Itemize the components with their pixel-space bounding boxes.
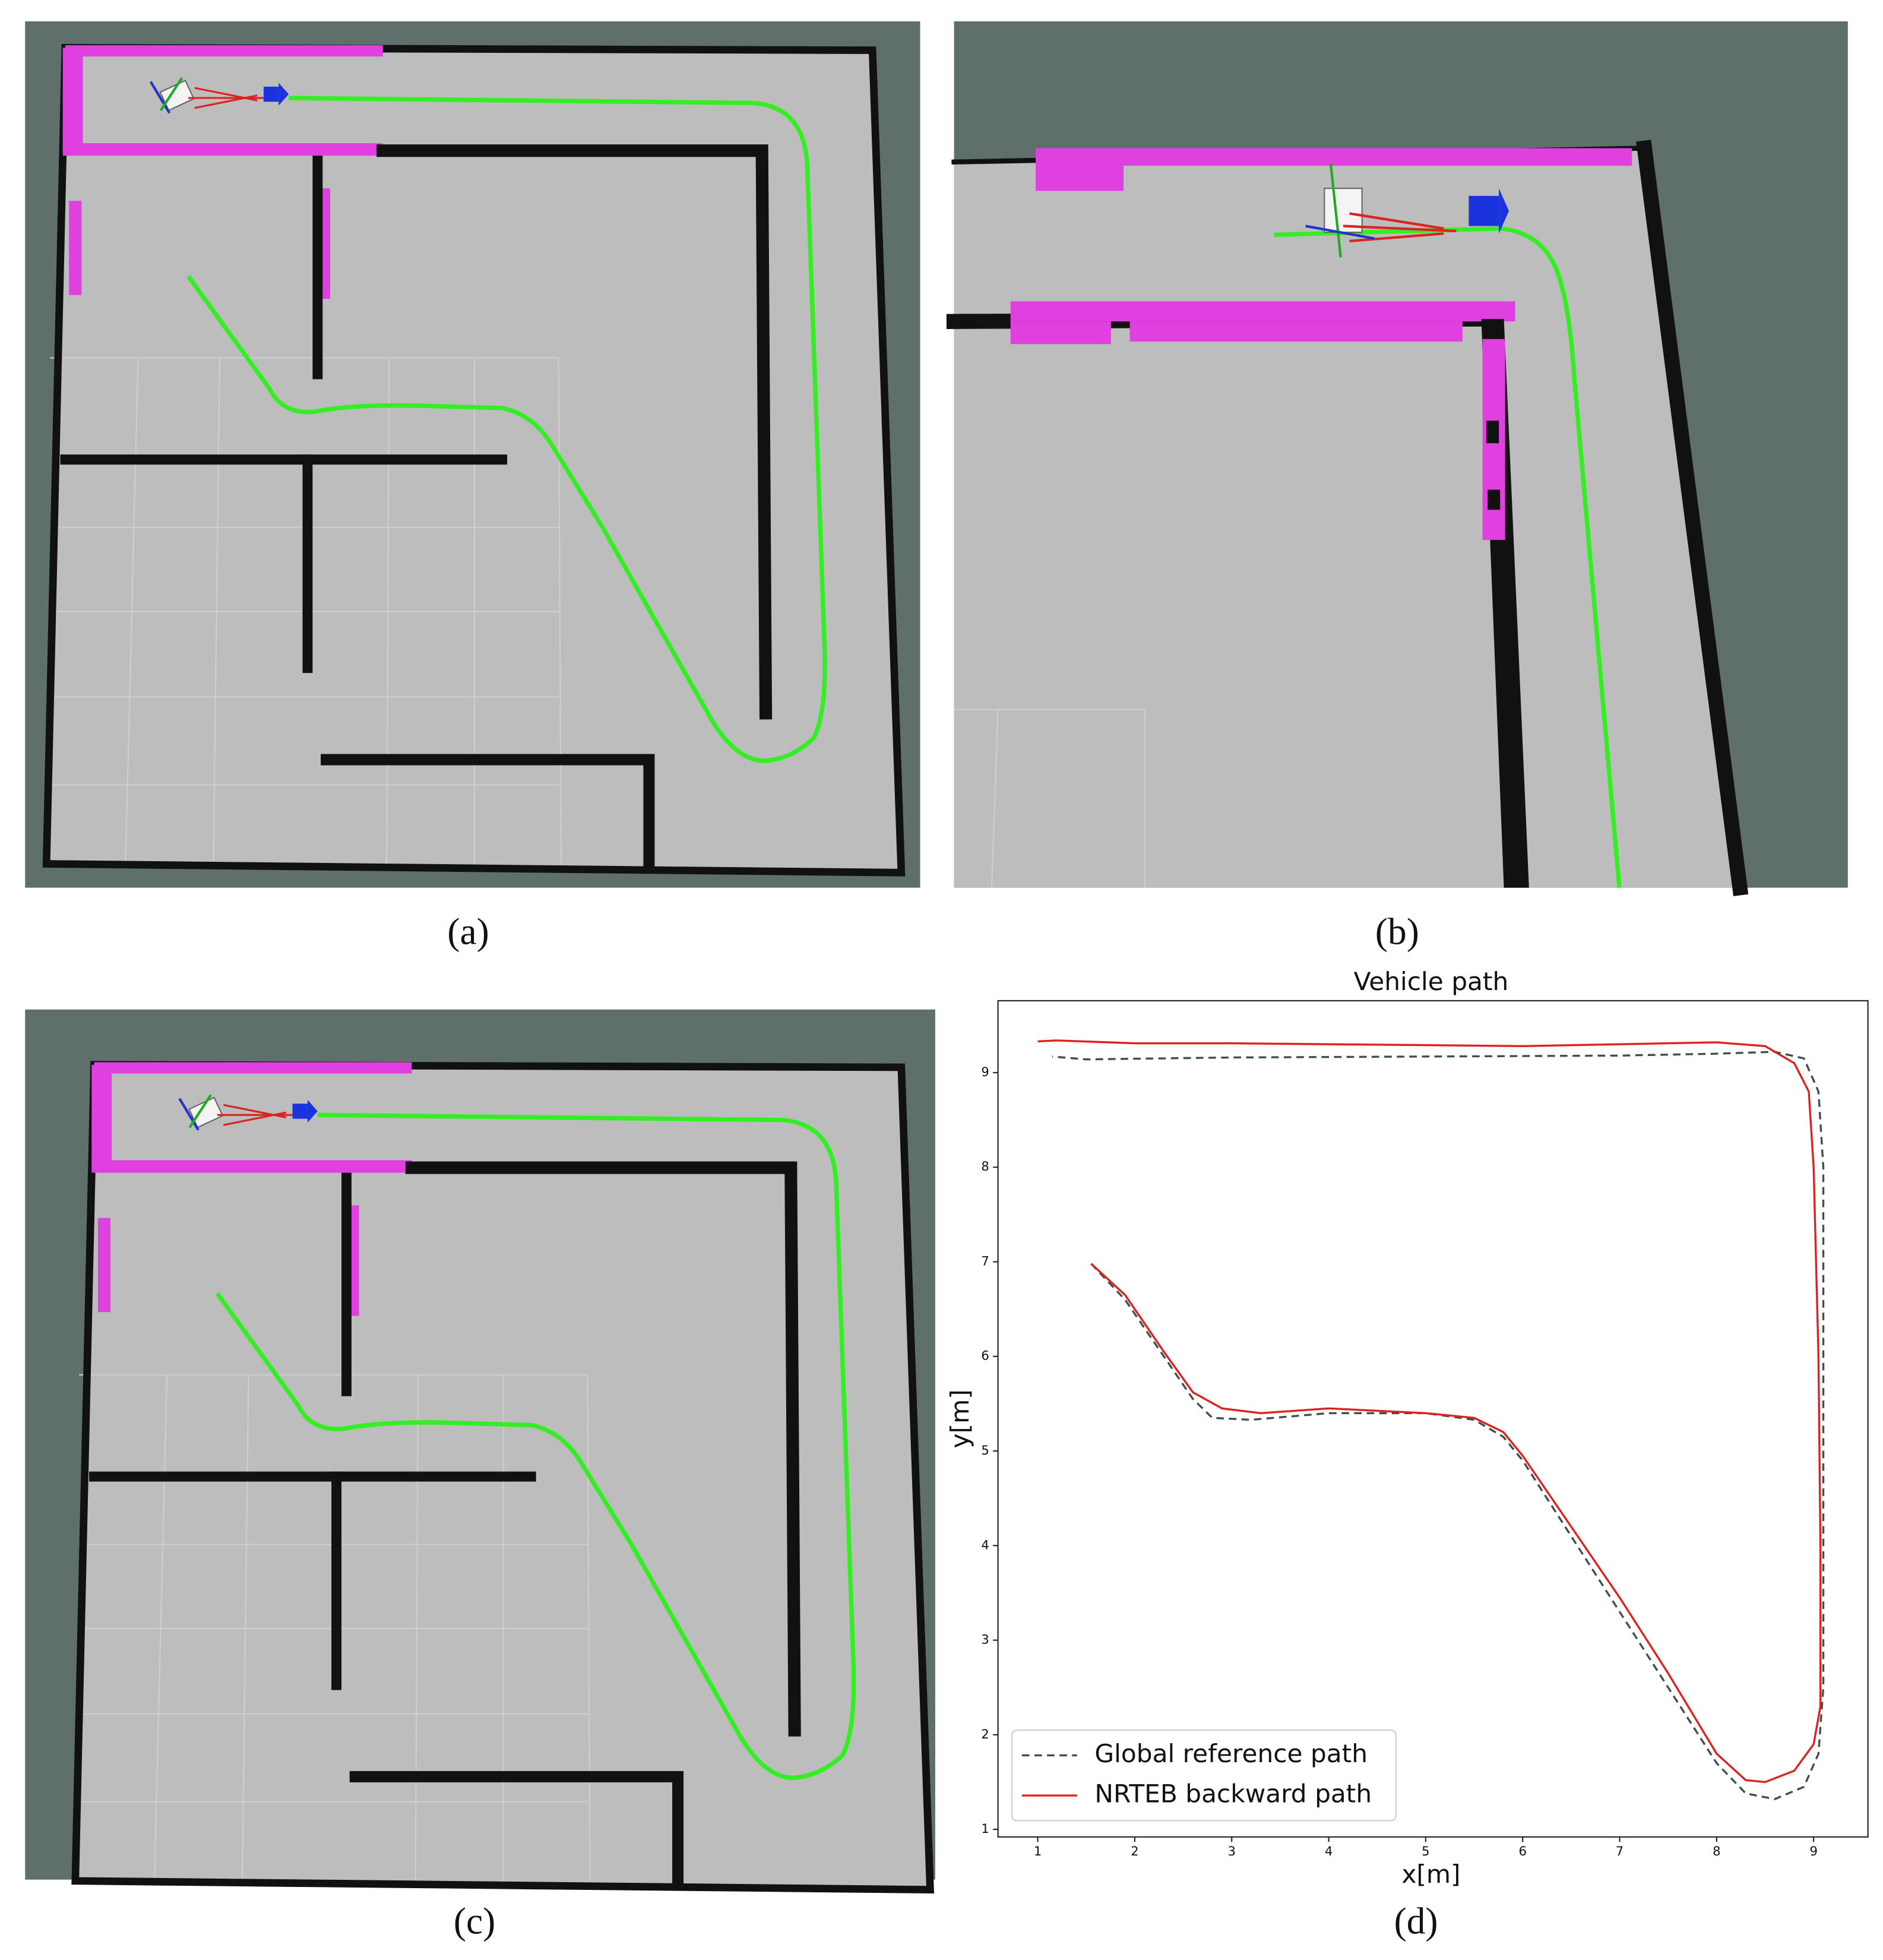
y-tick-label: 2 (981, 1727, 989, 1741)
panel-c-map (75, 1062, 931, 1889)
y-tick-label: 3 (981, 1632, 989, 1647)
panel-label: (c) (454, 1899, 495, 1942)
inflation (1036, 163, 1124, 191)
y-tick-label: 8 (981, 1159, 989, 1174)
goal-marker (1469, 195, 1499, 226)
inner-wall (1486, 421, 1499, 444)
y-tick-label: 9 (981, 1064, 989, 1079)
x-tick-label: 4 (1325, 1844, 1333, 1858)
y-tick-label: 5 (981, 1443, 989, 1458)
panel-label: (b) (1375, 910, 1419, 952)
y-axis-label: y[m] (945, 1389, 974, 1448)
chart: Vehicle path x[m] y[m] 1 2 3 4 5 6 7 8 9 1 2 3 4 5 6 7 8… (945, 967, 1869, 1889)
inner-wall (1488, 489, 1501, 510)
inflation (1010, 321, 1111, 344)
inflation (1010, 301, 1515, 322)
x-tick-label: 3 (1228, 1844, 1236, 1858)
x-tick-label: 5 (1422, 1844, 1429, 1858)
x-tick-label: 8 (1713, 1844, 1720, 1858)
series-line (1037, 1039, 1822, 1784)
panel-a-map (46, 45, 901, 872)
floor (954, 148, 1748, 888)
chart-title: Vehicle path (1354, 967, 1509, 996)
y-tick-label: 7 (981, 1253, 989, 1268)
legend-label: NRTEB backward path (1094, 1779, 1372, 1809)
x-tick-label: 9 (1809, 1844, 1817, 1858)
legend-label: Global reference path (1094, 1739, 1368, 1768)
y-tick-label: 1 (981, 1821, 989, 1836)
x-axis-label: x[m] (1401, 1860, 1460, 1889)
inflation (1036, 148, 1632, 166)
y-tick-label: 6 (981, 1348, 989, 1363)
axis-marker (1329, 163, 1342, 258)
goal-arrow (1499, 188, 1509, 234)
inflation (1129, 321, 1463, 342)
x-tick-label: 7 (1616, 1844, 1624, 1858)
panel-label: (d) (1394, 1899, 1438, 1942)
x-tick-label: 6 (1518, 1844, 1526, 1858)
trajectory-poses (1343, 212, 1457, 243)
legend-box (1011, 1730, 1397, 1822)
series-line (1052, 1051, 1825, 1800)
outer-wall (1636, 140, 1749, 896)
plot-area (997, 1000, 1869, 1838)
x-tick-label: 1 (1034, 1844, 1042, 1858)
planned-path (1274, 226, 1622, 888)
floor-grid (991, 709, 999, 888)
x-tick-label: 2 (1131, 1844, 1138, 1858)
y-tick-label: 4 (981, 1537, 989, 1552)
axis-marker (1305, 225, 1375, 240)
vehicle (1305, 163, 1509, 258)
panel-label: (a) (447, 910, 489, 952)
